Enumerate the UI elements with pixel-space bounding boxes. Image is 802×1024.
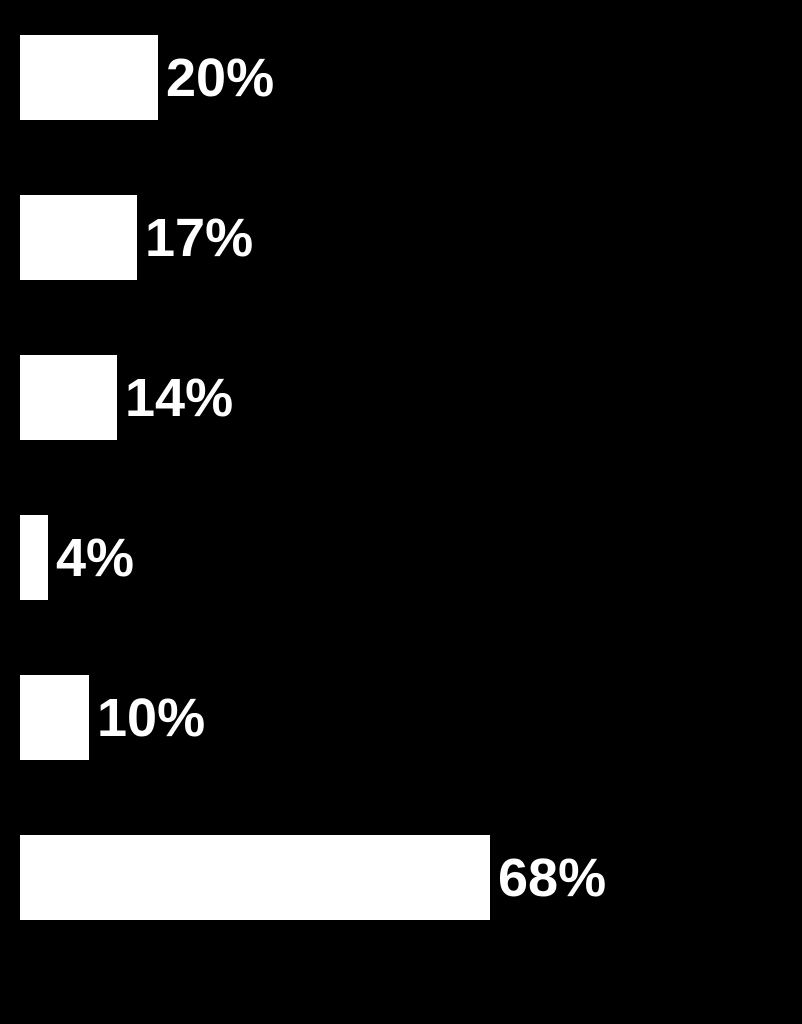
bar-1-label: 17% (145, 207, 253, 269)
bar-chart: 20% 17% 14% 4% 10% 68% (20, 35, 780, 995)
bar-row: 10% (20, 675, 780, 760)
bar-row: 20% (20, 35, 780, 120)
bar-3 (20, 515, 48, 600)
bar-5-label: 68% (498, 847, 606, 909)
bar-2-label: 14% (125, 367, 233, 429)
bar-0 (20, 35, 158, 120)
bar-4 (20, 675, 89, 760)
bar-3-label: 4% (56, 527, 134, 589)
bar-row: 14% (20, 355, 780, 440)
bar-1 (20, 195, 137, 280)
bar-4-label: 10% (97, 687, 205, 749)
bar-row: 17% (20, 195, 780, 280)
bar-0-label: 20% (166, 47, 274, 109)
bar-row: 68% (20, 835, 780, 920)
bar-row: 4% (20, 515, 780, 600)
bar-2 (20, 355, 117, 440)
bar-5 (20, 835, 490, 920)
